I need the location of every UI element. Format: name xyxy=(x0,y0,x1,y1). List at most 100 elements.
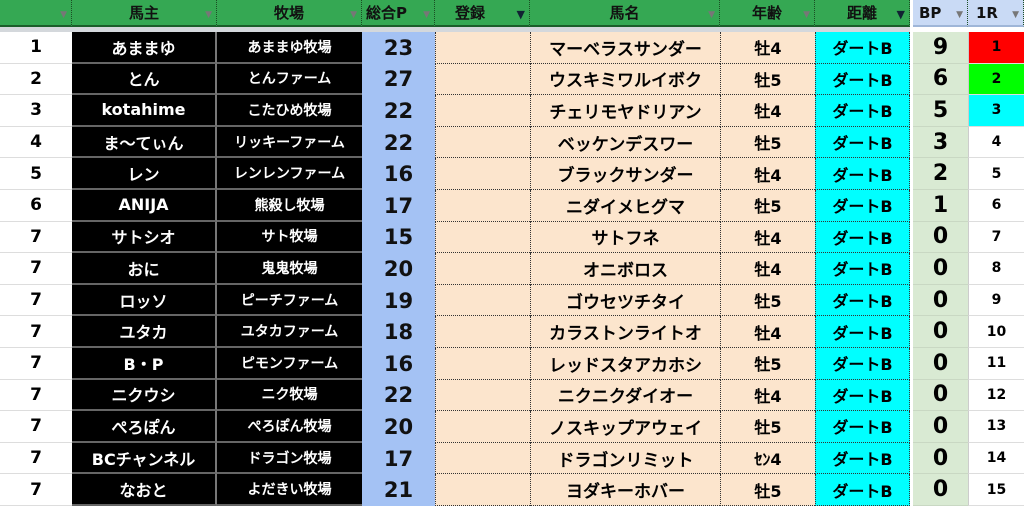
cell-farm[interactable]: ユタカファーム xyxy=(217,316,362,348)
cell-pts[interactable]: 18 xyxy=(362,316,435,348)
cell-farm[interactable]: サト牧場 xyxy=(217,221,362,254)
cell-horse[interactable]: ウスキミワルイボク xyxy=(530,63,720,96)
cell-dist[interactable]: ダートB xyxy=(815,190,910,222)
cell-bp[interactable]: 1 xyxy=(913,190,968,222)
cell-farm[interactable]: ピモンファーム xyxy=(217,348,362,380)
cell-owner[interactable]: ANIJA xyxy=(72,190,217,222)
header-horse[interactable]: 馬名 ▼ xyxy=(530,0,720,27)
cell-reg[interactable] xyxy=(435,158,530,190)
cell-age[interactable]: 牡5 xyxy=(720,348,815,380)
header-owner[interactable]: 馬主 ▼ xyxy=(72,0,217,27)
cell-pts[interactable]: 23 xyxy=(362,32,435,64)
cell-farm[interactable]: レンレンファーム xyxy=(217,158,362,190)
cell-dist[interactable]: ダートB xyxy=(815,284,910,317)
cell-horse[interactable]: ベッケンデスワー xyxy=(530,126,720,159)
cell-pts[interactable]: 17 xyxy=(362,190,435,222)
cell-rank[interactable]: 7 xyxy=(0,253,72,285)
cell-bp[interactable]: 0 xyxy=(913,348,968,380)
cell-rank[interactable]: 1 xyxy=(0,32,72,64)
cell-bp[interactable]: 5 xyxy=(913,95,968,127)
cell-r1[interactable]: 15 xyxy=(968,474,1024,506)
cell-dist[interactable]: ダートB xyxy=(815,95,910,127)
cell-age[interactable]: 牡5 xyxy=(720,63,815,96)
cell-r1[interactable]: 1 xyxy=(968,32,1024,64)
header-farm[interactable]: 牧場 ▼ xyxy=(217,0,362,27)
cell-dist[interactable]: ダートB xyxy=(815,411,910,443)
cell-dist[interactable]: ダートB xyxy=(815,379,910,412)
cell-reg[interactable] xyxy=(435,474,530,506)
cell-age[interactable]: 牡5 xyxy=(720,126,815,159)
cell-horse[interactable]: ノスキップアウェイ xyxy=(530,411,720,443)
cell-bp[interactable]: 9 xyxy=(913,32,968,64)
cell-dist[interactable]: ダートB xyxy=(815,63,910,96)
cell-farm[interactable]: リッキーファーム xyxy=(217,126,362,159)
cell-rank[interactable]: 7 xyxy=(0,284,72,317)
header-1r[interactable]: 1R ▼ xyxy=(968,0,1024,27)
cell-pts[interactable]: 22 xyxy=(362,126,435,159)
cell-rank[interactable]: 5 xyxy=(0,158,72,190)
cell-owner[interactable]: ま〜てぃん xyxy=(72,126,217,159)
cell-reg[interactable] xyxy=(435,316,530,348)
cell-bp[interactable]: 0 xyxy=(913,442,968,475)
header-age[interactable]: 年齢 ▼ xyxy=(720,0,815,27)
cell-farm[interactable]: 熊殺し牧場 xyxy=(217,190,362,222)
cell-r1[interactable]: 5 xyxy=(968,158,1024,190)
cell-owner[interactable]: レン xyxy=(72,158,217,190)
cell-pts[interactable]: 19 xyxy=(362,284,435,317)
cell-bp[interactable]: 6 xyxy=(913,63,968,96)
cell-horse[interactable]: マーベラスサンダー xyxy=(530,32,720,64)
cell-reg[interactable] xyxy=(435,221,530,254)
cell-farm[interactable]: ぺろぽん牧場 xyxy=(217,411,362,443)
cell-rank[interactable]: 7 xyxy=(0,411,72,443)
cell-r1[interactable]: 3 xyxy=(968,95,1024,127)
cell-pts[interactable]: 27 xyxy=(362,63,435,96)
cell-r1[interactable]: 2 xyxy=(968,63,1024,96)
cell-horse[interactable]: ニクニクダイオー xyxy=(530,379,720,412)
cell-horse[interactable]: ドラゴンリミット xyxy=(530,442,720,475)
cell-horse[interactable]: ヨダキーホバー xyxy=(530,474,720,506)
cell-horse[interactable]: ニダイメヒグマ xyxy=(530,190,720,222)
cell-rank[interactable]: 4 xyxy=(0,126,72,159)
cell-reg[interactable] xyxy=(435,253,530,285)
cell-dist[interactable]: ダートB xyxy=(815,126,910,159)
cell-farm[interactable]: ピーチファーム xyxy=(217,284,362,317)
cell-reg[interactable] xyxy=(435,63,530,96)
cell-owner[interactable]: ユタカ xyxy=(72,316,217,348)
cell-reg[interactable] xyxy=(435,95,530,127)
cell-age[interactable]: 牡4 xyxy=(720,253,815,285)
cell-owner[interactable]: とん xyxy=(72,63,217,96)
cell-age[interactable]: ｾﾝ4 xyxy=(720,442,815,475)
filter-icon[interactable]: ▼ xyxy=(205,10,212,20)
cell-pts[interactable]: 16 xyxy=(362,158,435,190)
cell-horse[interactable]: チェリモヤドリアン xyxy=(530,95,720,127)
cell-farm[interactable]: 鬼鬼牧場 xyxy=(217,253,362,285)
cell-age[interactable]: 牡4 xyxy=(720,379,815,412)
cell-farm[interactable]: とんファーム xyxy=(217,63,362,96)
cell-r1[interactable]: 10 xyxy=(968,316,1024,348)
cell-reg[interactable] xyxy=(435,32,530,64)
cell-dist[interactable]: ダートB xyxy=(815,158,910,190)
cell-reg[interactable] xyxy=(435,126,530,159)
cell-pts[interactable]: 17 xyxy=(362,442,435,475)
cell-pts[interactable]: 22 xyxy=(362,95,435,127)
cell-bp[interactable]: 0 xyxy=(913,253,968,285)
filter-icon[interactable]: ▼ xyxy=(423,10,430,20)
cell-owner[interactable]: あままゆ xyxy=(72,32,217,64)
filter-icon[interactable]: ▼ xyxy=(956,10,963,20)
cell-r1[interactable]: 9 xyxy=(968,284,1024,317)
cell-pts[interactable]: 21 xyxy=(362,474,435,506)
header-distance[interactable]: 距離 ▼ xyxy=(815,0,910,27)
header-rank[interactable]: ▼ xyxy=(0,0,72,27)
cell-horse[interactable]: ブラックサンダー xyxy=(530,158,720,190)
cell-pts[interactable]: 20 xyxy=(362,411,435,443)
cell-horse[interactable]: ゴウセツチタイ xyxy=(530,284,720,317)
cell-bp[interactable]: 0 xyxy=(913,411,968,443)
cell-horse[interactable]: カラストンライトオ xyxy=(530,316,720,348)
cell-reg[interactable] xyxy=(435,348,530,380)
filter-active-icon[interactable]: ▼ xyxy=(896,8,905,21)
cell-bp[interactable]: 3 xyxy=(913,126,968,159)
cell-pts[interactable]: 16 xyxy=(362,348,435,380)
cell-dist[interactable]: ダートB xyxy=(815,253,910,285)
cell-dist[interactable]: ダートB xyxy=(815,32,910,64)
cell-age[interactable]: 牡5 xyxy=(720,284,815,317)
